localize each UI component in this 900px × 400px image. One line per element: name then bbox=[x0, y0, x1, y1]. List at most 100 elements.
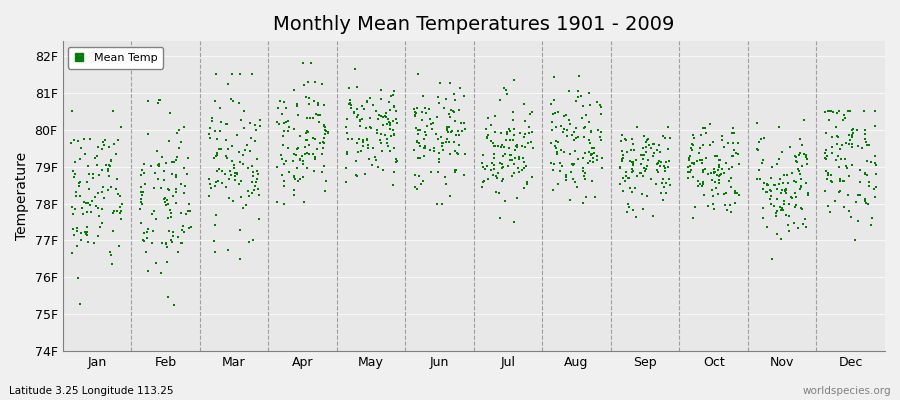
Point bbox=[568, 179, 582, 185]
Point bbox=[236, 160, 250, 167]
Point bbox=[762, 196, 777, 202]
Point bbox=[64, 140, 78, 146]
Point bbox=[525, 108, 539, 115]
Point bbox=[858, 136, 872, 142]
Point bbox=[684, 145, 698, 151]
Point bbox=[693, 181, 707, 187]
Point bbox=[616, 188, 631, 195]
Point bbox=[202, 181, 217, 187]
Point bbox=[842, 140, 856, 147]
Point bbox=[840, 164, 854, 171]
Point bbox=[408, 172, 422, 178]
Point bbox=[787, 178, 801, 184]
Point bbox=[278, 158, 293, 164]
Point bbox=[830, 110, 844, 116]
Point bbox=[515, 143, 529, 149]
Point bbox=[134, 167, 148, 174]
Point bbox=[215, 180, 230, 186]
Point bbox=[480, 163, 494, 169]
Point bbox=[832, 145, 847, 152]
Point bbox=[767, 203, 781, 209]
Point bbox=[547, 160, 562, 167]
Point bbox=[372, 112, 386, 118]
Point bbox=[291, 178, 305, 184]
Point bbox=[169, 200, 184, 206]
Point bbox=[231, 100, 246, 106]
Point bbox=[763, 188, 778, 194]
Point bbox=[300, 150, 314, 157]
Point bbox=[626, 162, 641, 168]
Point bbox=[616, 155, 630, 162]
Point bbox=[580, 112, 594, 118]
Point bbox=[277, 99, 292, 106]
Point bbox=[349, 172, 364, 178]
Point bbox=[572, 134, 586, 140]
Point bbox=[858, 198, 872, 204]
Point bbox=[763, 187, 778, 194]
Point bbox=[795, 206, 809, 212]
Point bbox=[654, 190, 669, 197]
Point bbox=[134, 196, 148, 202]
Point bbox=[625, 189, 639, 196]
Point bbox=[482, 114, 496, 121]
Point bbox=[290, 101, 304, 107]
Point bbox=[288, 176, 302, 183]
Point bbox=[721, 139, 735, 146]
Point bbox=[452, 107, 466, 113]
Point bbox=[577, 173, 591, 180]
Point bbox=[225, 143, 239, 149]
Point bbox=[102, 144, 116, 150]
Point bbox=[148, 216, 163, 222]
Point bbox=[282, 169, 296, 175]
Point bbox=[835, 116, 850, 123]
Point bbox=[726, 140, 741, 146]
Point bbox=[581, 90, 596, 96]
Point bbox=[446, 108, 461, 115]
Point bbox=[134, 192, 148, 198]
Point bbox=[820, 176, 834, 182]
Point bbox=[502, 128, 517, 134]
Point bbox=[270, 199, 284, 206]
Point bbox=[361, 145, 375, 151]
Point bbox=[698, 154, 713, 161]
Point bbox=[525, 129, 539, 136]
Point bbox=[277, 161, 292, 167]
Point bbox=[79, 209, 94, 215]
Point bbox=[86, 240, 101, 246]
Point bbox=[868, 122, 883, 129]
Point bbox=[489, 189, 503, 196]
Point bbox=[104, 157, 118, 164]
Point bbox=[525, 174, 539, 180]
Point bbox=[170, 248, 184, 255]
Point bbox=[486, 172, 500, 178]
Point bbox=[172, 145, 186, 151]
Point bbox=[66, 168, 80, 174]
Point bbox=[374, 95, 389, 102]
Point bbox=[243, 148, 257, 154]
Point bbox=[274, 172, 289, 179]
Point bbox=[595, 165, 609, 172]
Point bbox=[510, 144, 525, 150]
Point bbox=[374, 140, 388, 146]
Point bbox=[491, 142, 506, 149]
Point bbox=[161, 201, 176, 208]
Point bbox=[693, 144, 707, 151]
Point bbox=[418, 110, 433, 116]
Point bbox=[576, 165, 590, 171]
Point bbox=[795, 176, 809, 183]
Point bbox=[640, 163, 654, 169]
Point bbox=[760, 181, 774, 188]
Point bbox=[487, 151, 501, 158]
Point bbox=[181, 208, 195, 214]
Point bbox=[824, 177, 839, 184]
Point bbox=[488, 113, 502, 119]
Point bbox=[774, 236, 788, 242]
Point bbox=[445, 128, 459, 134]
Point bbox=[790, 165, 805, 172]
Point bbox=[95, 220, 110, 226]
Point bbox=[502, 145, 517, 151]
Point bbox=[788, 153, 802, 160]
Point bbox=[219, 184, 233, 190]
Point bbox=[647, 141, 662, 147]
Point bbox=[139, 181, 153, 188]
